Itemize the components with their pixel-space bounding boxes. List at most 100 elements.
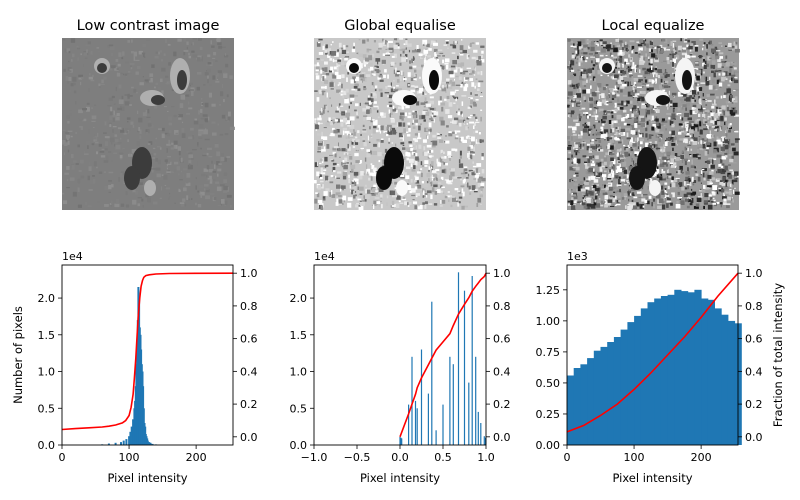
image-pixel xyxy=(595,53,599,58)
image-pixel xyxy=(115,145,121,150)
image-pixel xyxy=(68,89,72,93)
image-pixel xyxy=(625,100,631,104)
image-pixel xyxy=(664,75,668,79)
image-pixel xyxy=(120,203,125,207)
image-pixel xyxy=(568,144,572,147)
image-pixel xyxy=(593,198,596,202)
image-pixel xyxy=(453,102,456,104)
y2-tick-label: 0.4 xyxy=(493,365,511,378)
image-pixel xyxy=(460,111,463,115)
image-pixel xyxy=(395,42,400,46)
image-pixel xyxy=(353,181,357,186)
image-pixel xyxy=(711,126,715,128)
histogram-bar xyxy=(431,301,433,445)
image-pixel xyxy=(346,162,349,164)
image-pixel xyxy=(458,76,462,80)
image-pixel xyxy=(671,66,675,68)
image-pixel xyxy=(617,63,620,68)
image-pixel xyxy=(440,102,446,106)
image-pixel xyxy=(370,66,374,70)
image-pixel xyxy=(609,161,613,167)
image-pixel xyxy=(604,199,607,205)
image-pixel xyxy=(371,165,375,170)
image-pixel xyxy=(449,85,453,89)
image-pixel xyxy=(337,49,340,52)
image-pixel xyxy=(213,196,217,201)
image-pixel xyxy=(203,153,207,155)
image-pixel xyxy=(664,189,667,193)
image-pixel xyxy=(461,83,466,86)
image-pixel xyxy=(215,80,220,83)
image-pixel xyxy=(112,117,115,122)
image-pixel xyxy=(345,136,348,139)
image-pixel xyxy=(89,106,92,109)
image-pixel xyxy=(415,145,417,150)
image-pixel xyxy=(682,104,687,108)
image-pixel xyxy=(477,178,481,183)
image-pixel xyxy=(336,74,342,79)
image-pixel xyxy=(721,76,725,82)
image-pixel xyxy=(117,63,121,67)
image-pixel xyxy=(637,123,643,125)
image-pixel xyxy=(111,184,114,188)
image-pixel xyxy=(214,164,216,169)
image-pixel xyxy=(429,100,434,105)
image-pixel xyxy=(682,47,686,49)
image-pixel xyxy=(480,203,482,205)
image-pixel xyxy=(373,107,378,110)
image-pixel xyxy=(126,117,131,120)
image-pixel xyxy=(181,133,186,138)
image-pixel xyxy=(110,69,115,71)
image-pixel xyxy=(620,85,625,89)
image-pixel xyxy=(610,73,614,76)
image-title-low-contrast: Low contrast image xyxy=(77,18,220,34)
image-pixel xyxy=(470,140,475,145)
image-pixel xyxy=(707,115,711,117)
image-pixel xyxy=(201,56,203,62)
image-pixel xyxy=(66,166,70,170)
image-pixel xyxy=(461,188,464,193)
image-pixel xyxy=(96,47,100,49)
image-pixel xyxy=(617,98,620,102)
image-pixel xyxy=(724,170,730,172)
image-pixel xyxy=(62,139,66,145)
image-pixel xyxy=(66,48,71,52)
image-pixel xyxy=(78,77,83,80)
image-pixel xyxy=(430,194,433,200)
image-pixel xyxy=(471,70,475,74)
image-pixel xyxy=(480,55,483,58)
image-pixel xyxy=(123,133,127,135)
image-pixel xyxy=(634,154,637,156)
image-pixel xyxy=(384,92,390,94)
image-pixel xyxy=(459,156,462,159)
image-pixel xyxy=(433,184,438,188)
y-tick-label: 2.0 xyxy=(290,292,308,305)
image-pixel xyxy=(188,152,193,155)
image-pixel xyxy=(600,126,604,131)
image-pixel xyxy=(62,200,68,205)
image-pixel xyxy=(729,67,732,73)
image-pixel xyxy=(700,193,702,198)
image-pixel xyxy=(351,48,356,53)
image-pixel xyxy=(465,136,469,139)
image-pixel xyxy=(629,75,633,78)
image-pixel xyxy=(186,113,190,115)
image-pixel xyxy=(665,137,671,141)
image-pixel xyxy=(446,195,451,198)
image-pixel xyxy=(567,146,571,150)
image-pixel xyxy=(676,115,679,120)
image-pixel xyxy=(703,42,706,45)
image-pixel xyxy=(91,115,97,120)
image-pixel xyxy=(338,103,341,107)
image-pixel xyxy=(698,55,702,59)
image-pixel xyxy=(599,131,603,135)
image-pixel xyxy=(636,202,639,207)
image-pixel xyxy=(336,123,339,125)
image-pixel xyxy=(572,130,576,133)
image-pixel xyxy=(703,177,706,181)
image-pixel xyxy=(93,127,95,129)
image-pixel xyxy=(104,204,109,207)
image-pixel xyxy=(578,57,583,63)
image-pixel xyxy=(180,170,182,173)
image-pixel xyxy=(722,176,726,181)
